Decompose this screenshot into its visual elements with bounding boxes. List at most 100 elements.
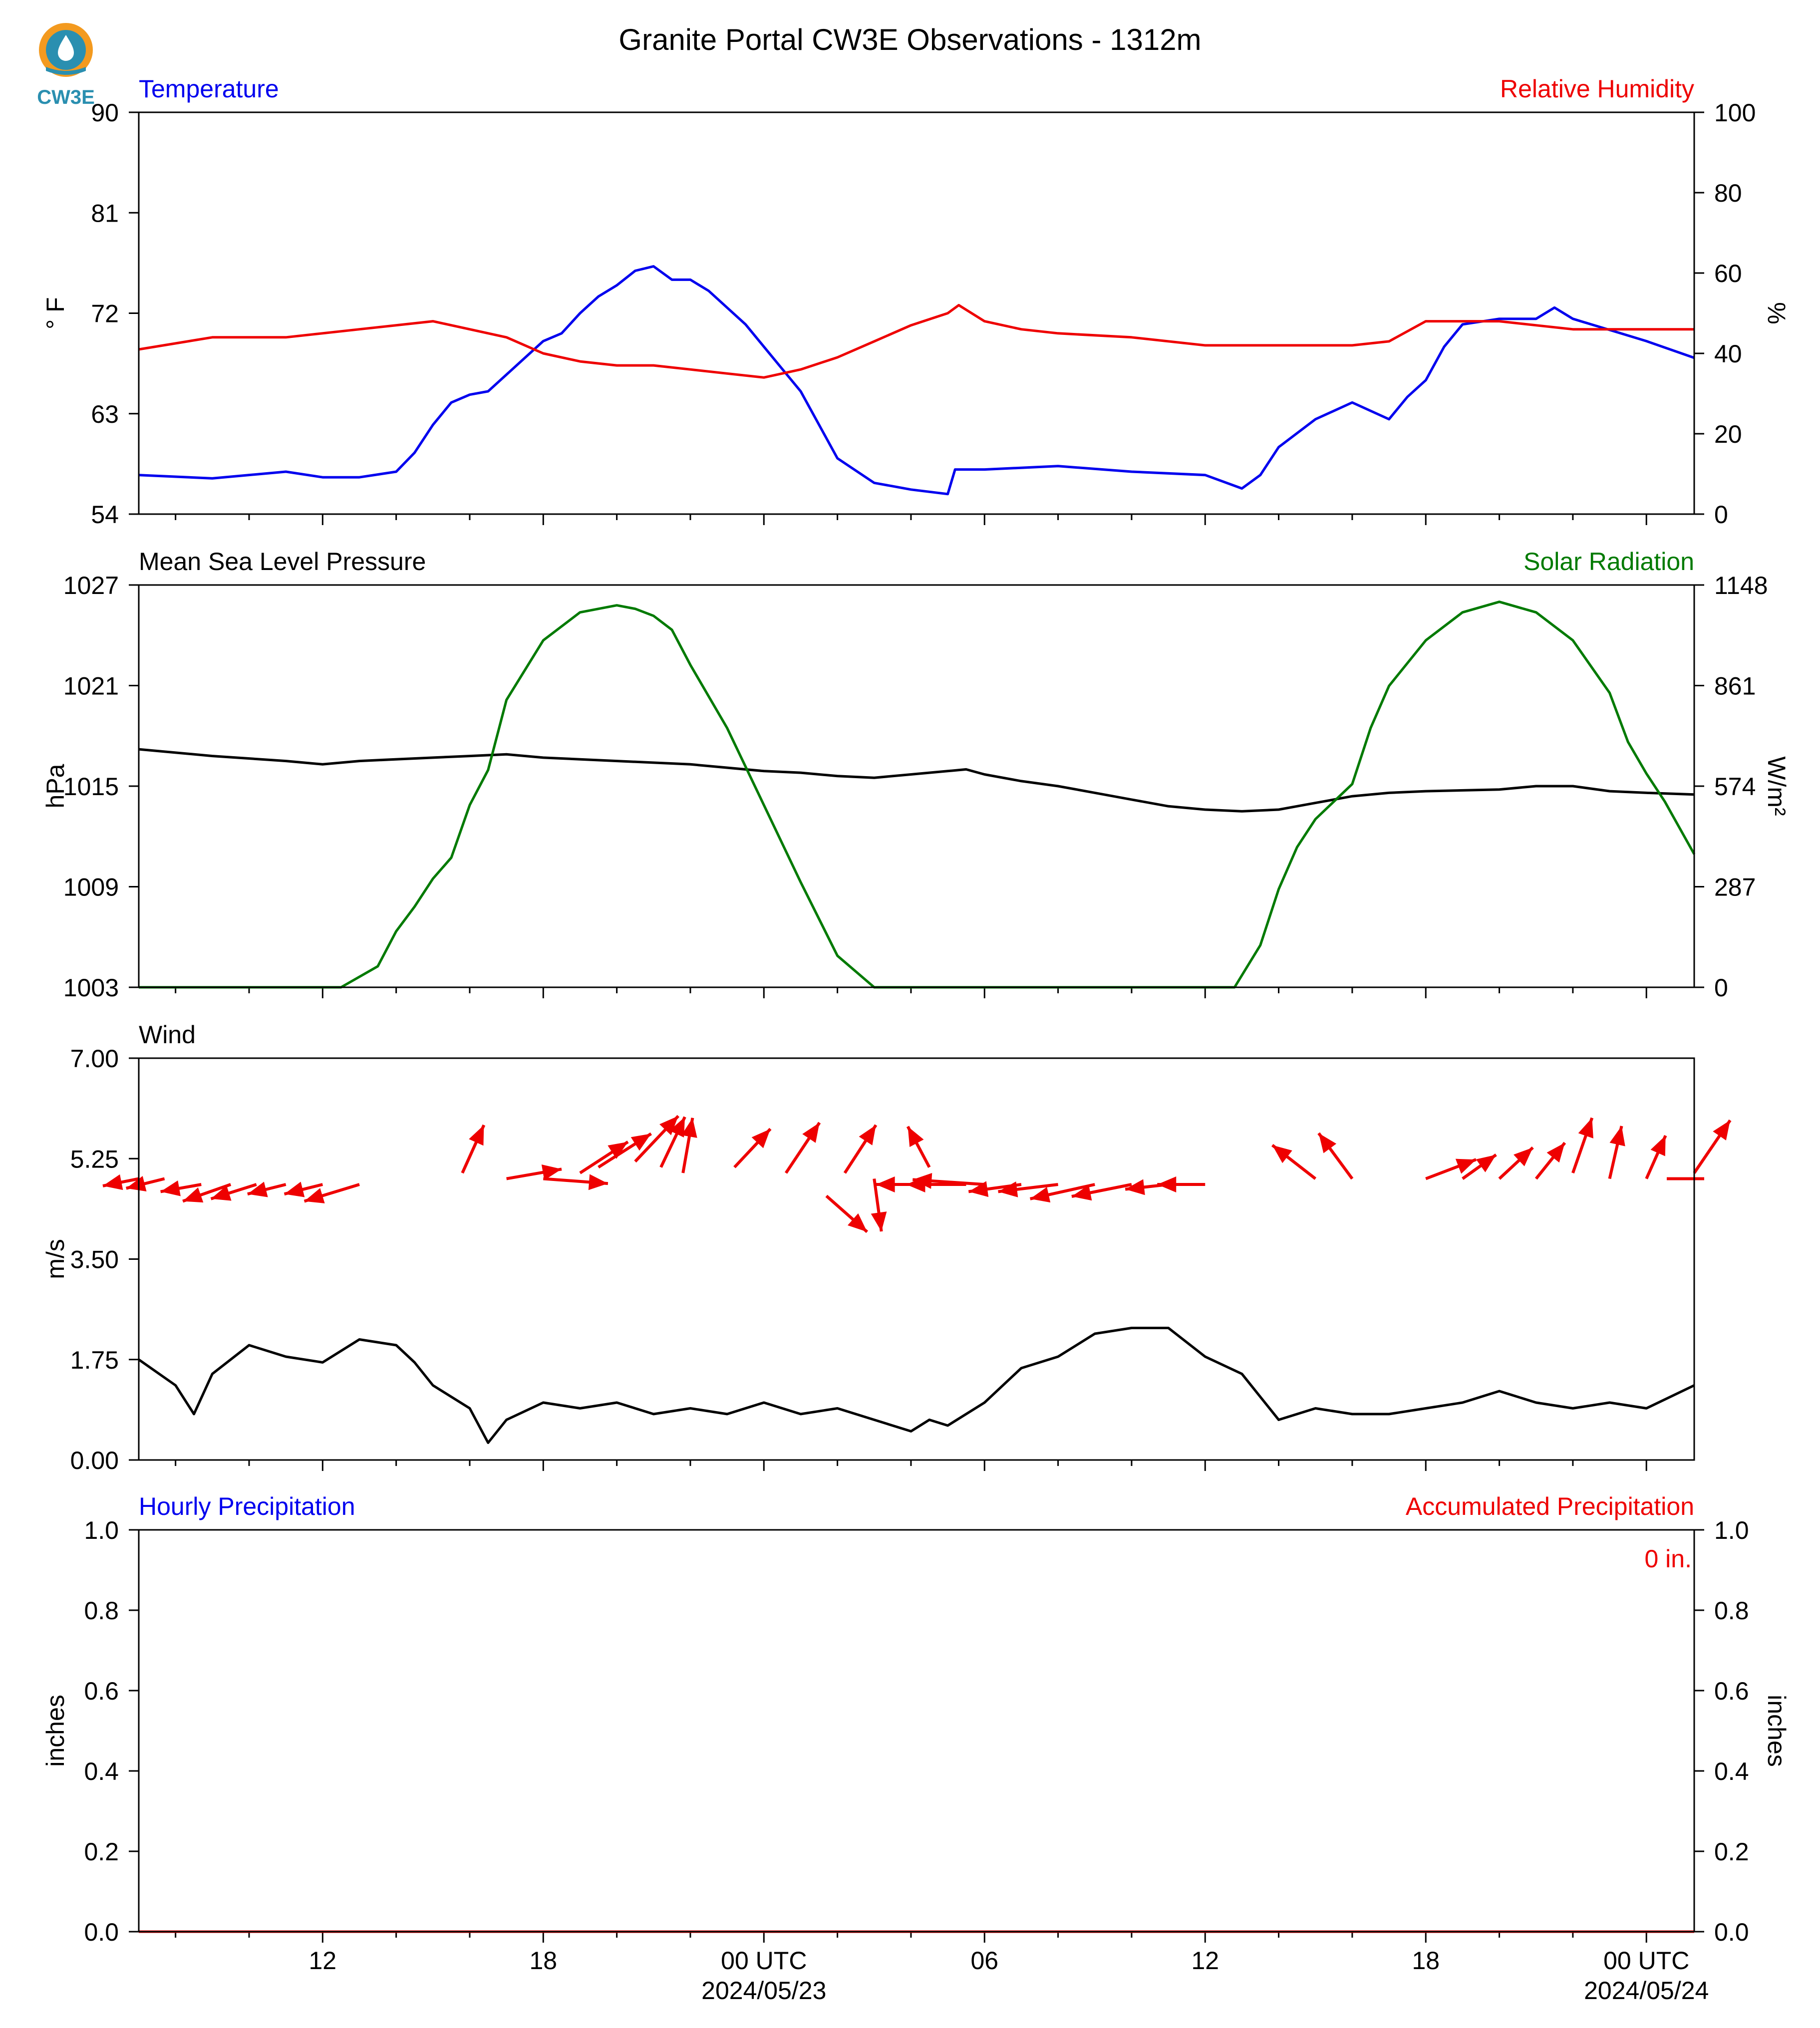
y-axis-label-right: W/m² bbox=[1763, 756, 1791, 816]
series-line-wind bbox=[138, 1327, 1695, 1444]
x-tick-label: 18 bbox=[529, 1947, 557, 1975]
y-tick-label-left: 7.00 bbox=[70, 1045, 119, 1073]
y-axis-label-left: inches bbox=[41, 1695, 69, 1767]
x-tick-label: 18 bbox=[1412, 1947, 1440, 1975]
x-tick-label: 00 UTC bbox=[721, 1947, 807, 1975]
wind-arrow-head bbox=[968, 1181, 989, 1197]
wind-arrow-head bbox=[1272, 1145, 1292, 1163]
y-tick-label-right: 1.0 bbox=[1714, 1516, 1749, 1544]
y-tick-label-right: 0.2 bbox=[1714, 1838, 1749, 1866]
cw3e-logo-mark: CW3E bbox=[37, 23, 95, 108]
y-tick-label-right: 0 bbox=[1714, 974, 1728, 1002]
wind-arrow-head bbox=[607, 1142, 628, 1159]
y-axis-label-right: inches bbox=[1763, 1695, 1791, 1767]
wind-arrow-head bbox=[871, 1211, 887, 1232]
y-tick-label-left: 1003 bbox=[63, 974, 119, 1002]
y-axis-label-left: hPa bbox=[41, 764, 69, 808]
wind-arrow-head bbox=[1650, 1136, 1666, 1157]
y-tick-label-left: 0.00 bbox=[70, 1447, 119, 1474]
y-tick-label-left: 0.4 bbox=[84, 1757, 119, 1785]
y-axis-label-left: m/s bbox=[41, 1239, 69, 1279]
logo-text: CW3E bbox=[37, 86, 95, 108]
y-tick-label-left: 1027 bbox=[63, 572, 119, 599]
wind-arrow-head bbox=[160, 1180, 181, 1196]
wind-arrow-head bbox=[247, 1181, 268, 1197]
y-tick-label-left: 90 bbox=[91, 99, 119, 127]
wind-arrow-head bbox=[304, 1188, 325, 1203]
y-tick-label-right: 287 bbox=[1714, 873, 1756, 901]
y-tick-label-right: 20 bbox=[1714, 420, 1742, 448]
x-tick-date-label: 2024/05/24 bbox=[1584, 1977, 1709, 2005]
y-tick-label-left: 63 bbox=[91, 400, 119, 428]
y-tick-label-right: 100 bbox=[1714, 99, 1756, 127]
y-tick-label-left: 0.0 bbox=[84, 1918, 119, 1946]
wind-arrow-head bbox=[876, 1176, 895, 1192]
wind-arrow-head bbox=[1514, 1148, 1533, 1166]
y-tick-label-left: 81 bbox=[91, 199, 119, 227]
wind-arrow-head bbox=[541, 1164, 562, 1180]
y-tick-label-right: 0.4 bbox=[1714, 1757, 1749, 1785]
chart-title: Granite Portal CW3E Observations - 1312m bbox=[618, 23, 1201, 56]
y-tick-label-left: 3.50 bbox=[70, 1246, 119, 1274]
wind-arrow-head bbox=[998, 1181, 1018, 1197]
wind-arrow-head bbox=[1713, 1120, 1730, 1141]
y-tick-label-left: 5.25 bbox=[70, 1145, 119, 1173]
wind-arrow-head bbox=[126, 1175, 147, 1192]
x-tick-date-label: 2024/05/23 bbox=[701, 1977, 826, 2005]
wind-arrow-head bbox=[848, 1213, 868, 1232]
wind-arrow-head bbox=[1578, 1118, 1593, 1139]
wind-arrow-head bbox=[751, 1129, 771, 1149]
y-axis-label-right: % bbox=[1763, 302, 1791, 324]
y-tick-label-right: 0.8 bbox=[1714, 1597, 1749, 1625]
wind-arrow-head bbox=[681, 1118, 697, 1138]
wind-arrow-head bbox=[183, 1187, 204, 1203]
y-tick-label-left: 0.8 bbox=[84, 1597, 119, 1625]
y-tick-label-right: 80 bbox=[1714, 179, 1742, 207]
panel-frame bbox=[138, 584, 1695, 988]
series-line-temperature bbox=[138, 265, 1695, 496]
wind-arrow-head bbox=[1546, 1143, 1565, 1163]
y-tick-label-left: 1015 bbox=[63, 773, 119, 801]
panel-title-left: Temperature bbox=[139, 75, 279, 103]
panel-title-right: Relative Humidity bbox=[1500, 75, 1694, 103]
y-tick-label-left: 0.2 bbox=[84, 1838, 119, 1866]
panel-title-right: Accumulated Precipitation bbox=[1406, 1492, 1694, 1520]
y-tick-label-left: 0.6 bbox=[84, 1677, 119, 1705]
wind-arrow-head bbox=[588, 1174, 608, 1190]
wind-arrow-head bbox=[211, 1185, 232, 1201]
wind-arrow-head bbox=[908, 1126, 924, 1147]
y-tick-label-left: 1009 bbox=[63, 873, 119, 901]
y-axis-label-left: ° F bbox=[41, 297, 69, 329]
panel-title-left: Hourly Precipitation bbox=[139, 1492, 355, 1520]
wind-arrow-head bbox=[103, 1174, 123, 1190]
panel-frame bbox=[138, 111, 1695, 515]
panel-title-right: Solar Radiation bbox=[1523, 548, 1694, 576]
chart-panels: Temperature Relative Humidity 54 63 72 81 90 0 2… bbox=[41, 75, 1791, 2005]
wind-arrow-head bbox=[859, 1125, 876, 1146]
y-tick-label-left: 1.75 bbox=[70, 1346, 119, 1374]
panel-frame bbox=[138, 1529, 1695, 1933]
wind-arrow-head bbox=[669, 1117, 685, 1138]
wind-arrow-head bbox=[802, 1123, 820, 1143]
y-tick-label-right: 0 bbox=[1714, 501, 1728, 529]
series-line-relative-humidity bbox=[138, 303, 1694, 379]
y-tick-label-right: 0.0 bbox=[1714, 1918, 1749, 1946]
x-tick-label: 06 bbox=[970, 1947, 998, 1975]
panel-title-left: Mean Sea Level Pressure bbox=[139, 548, 426, 576]
wind-arrow-head bbox=[1609, 1126, 1625, 1147]
y-tick-label-left: 54 bbox=[91, 501, 119, 529]
x-tick-label: 00 UTC bbox=[1603, 1947, 1689, 1975]
wind-arrow-head bbox=[912, 1172, 932, 1189]
y-tick-label-right: 574 bbox=[1714, 773, 1756, 801]
y-tick-label-right: 861 bbox=[1714, 672, 1756, 700]
y-tick-label-right: 60 bbox=[1714, 260, 1742, 288]
wind-arrow-head bbox=[1030, 1186, 1051, 1203]
wind-arrow-head bbox=[284, 1181, 305, 1197]
panel-frame bbox=[138, 1057, 1695, 1461]
wind-arrow-head bbox=[1318, 1133, 1337, 1154]
accumulated-precip-annotation: 0 in. bbox=[1644, 1545, 1692, 1573]
y-tick-label-left: 1.0 bbox=[84, 1516, 119, 1544]
series-line-mean-sea-level-pressure bbox=[138, 748, 1695, 813]
y-tick-label-right: 1148 bbox=[1714, 572, 1768, 599]
